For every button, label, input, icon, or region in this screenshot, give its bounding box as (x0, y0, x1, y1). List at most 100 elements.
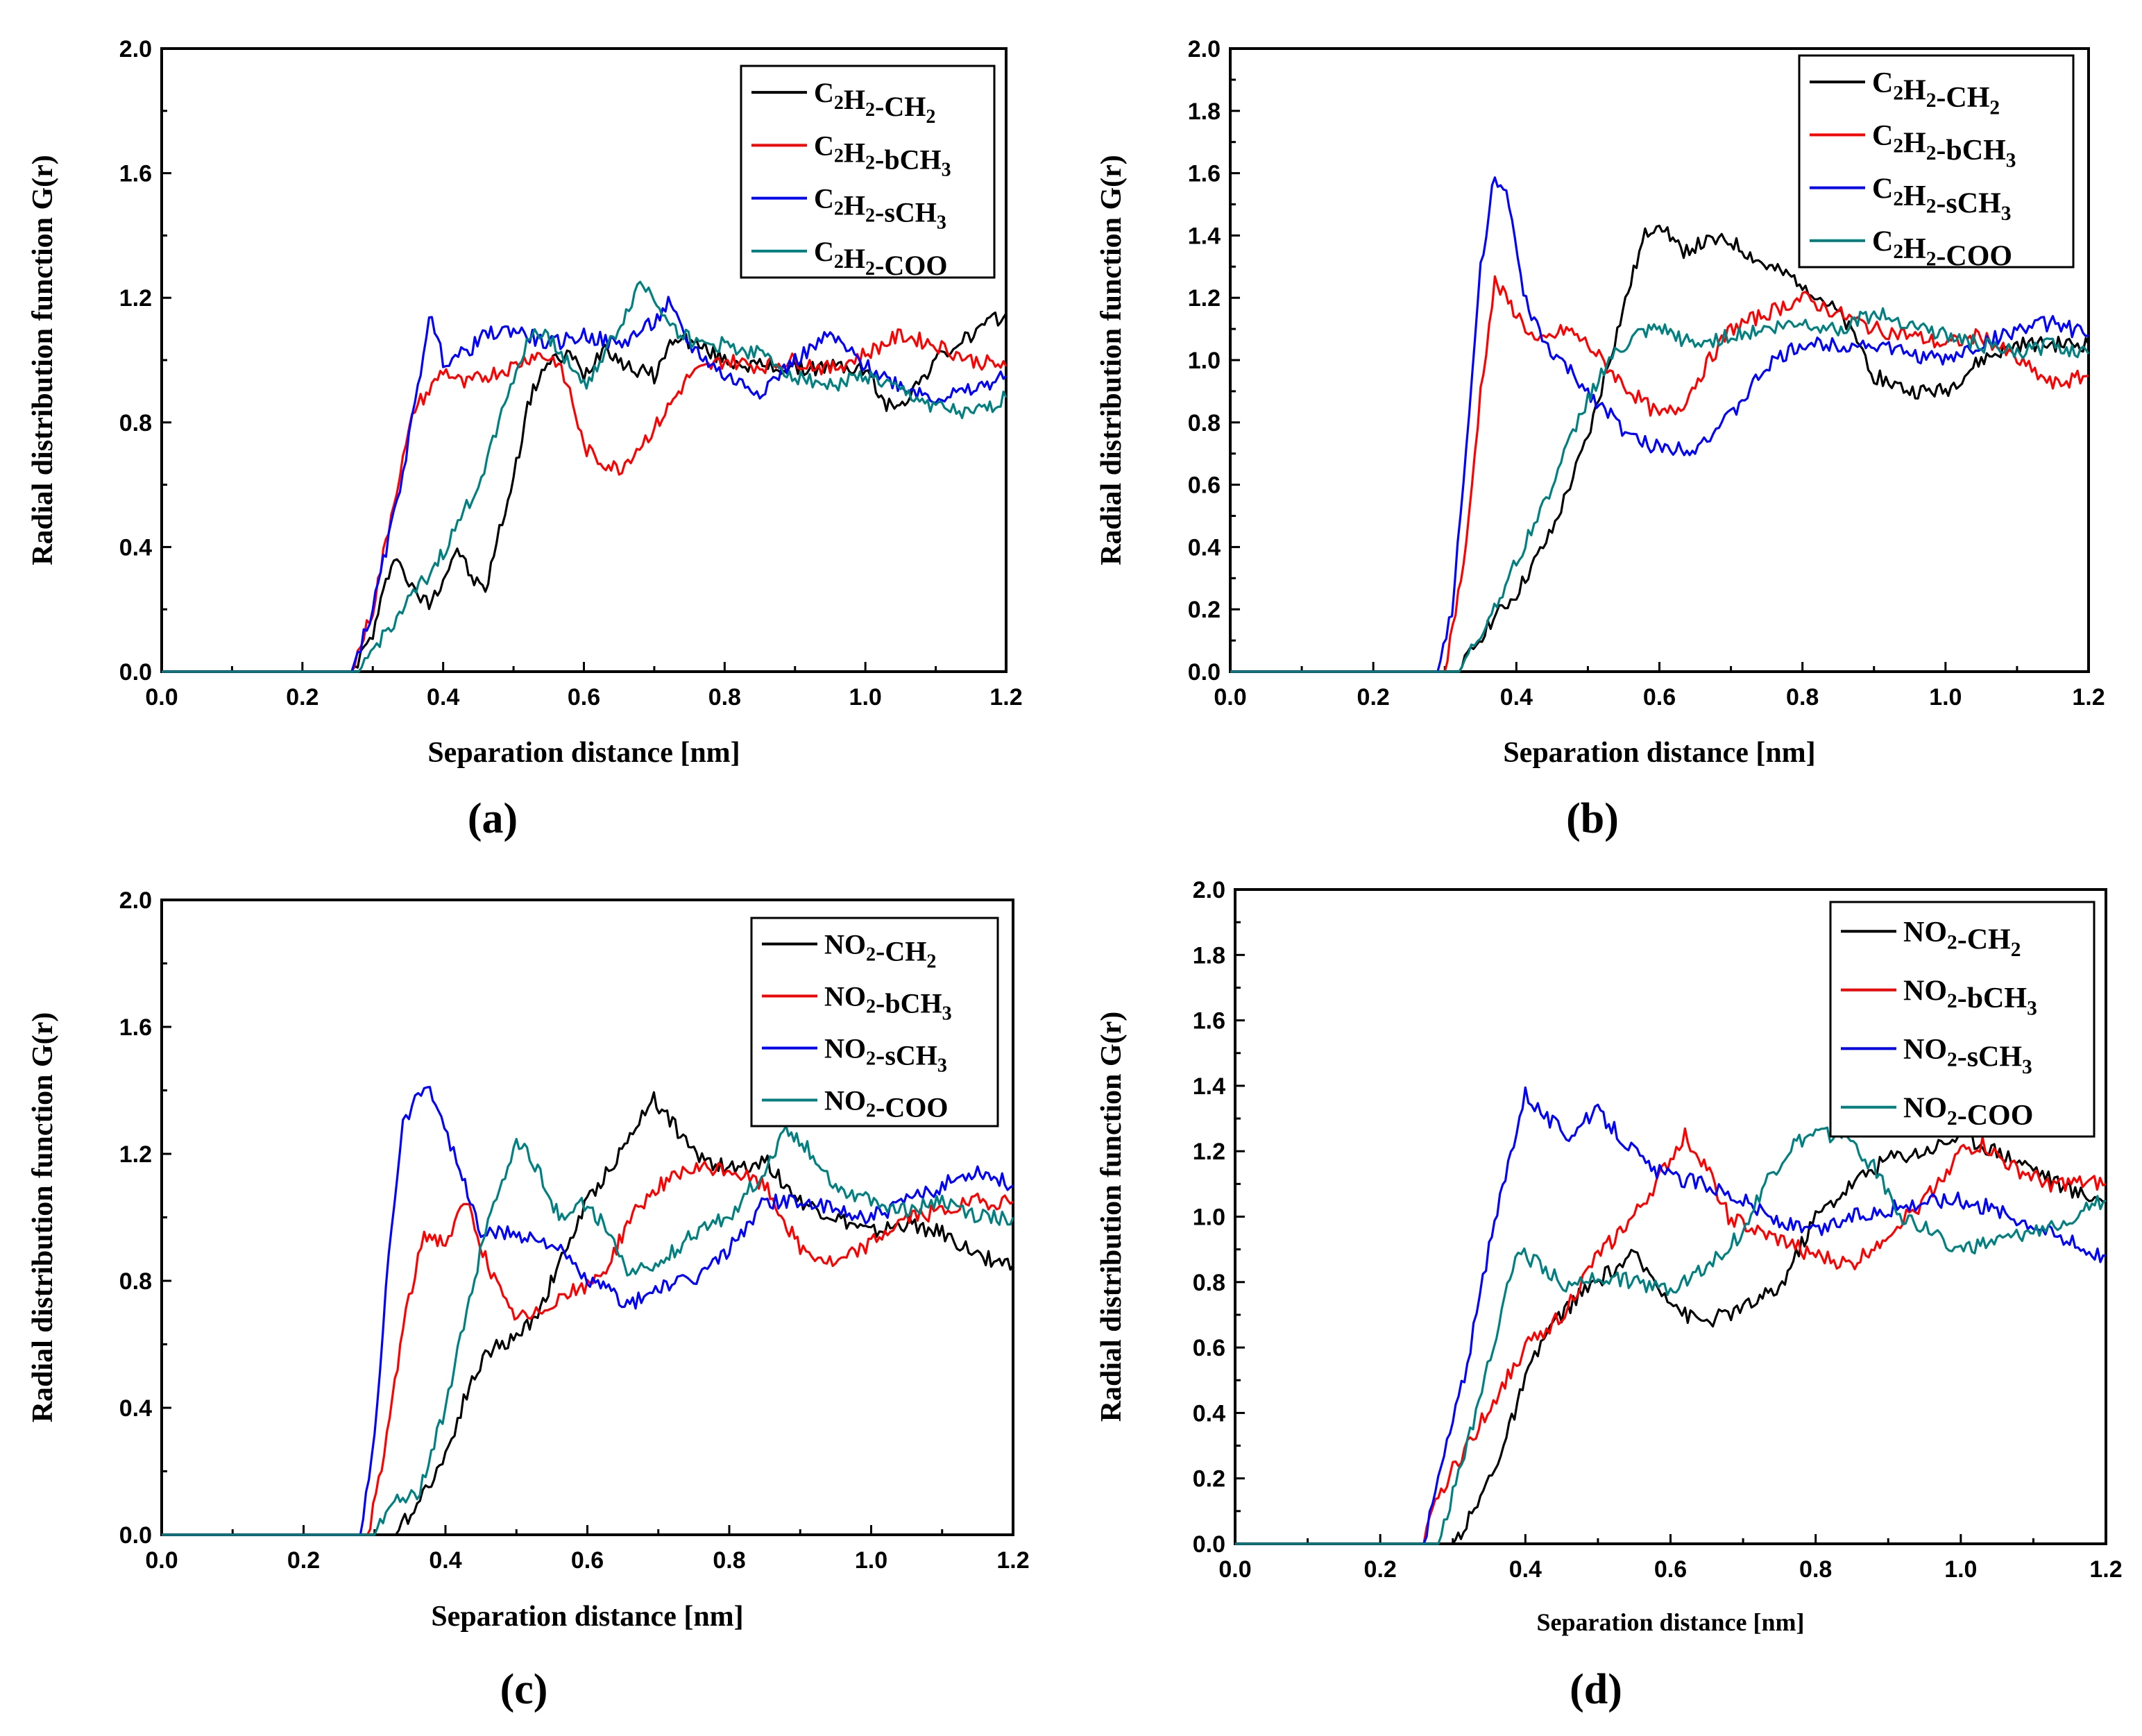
legend-entry-no2-coo: NO2-COO (1903, 1092, 2033, 1132)
y-tick-label: 0.4 (1193, 1400, 1225, 1427)
legend-entry-no2-ch2: NO2-CH2 (1903, 917, 2021, 961)
panel-label: (a) (468, 795, 518, 842)
y-axis-title: Radial distribution function G(r) (27, 1012, 59, 1423)
x-axis-title: Separation distance [nm] (431, 1601, 743, 1633)
y-tick-label: 1.8 (1188, 99, 1221, 125)
x-axis-title: Separation distance [nm] (1503, 737, 1815, 769)
series-layer (162, 280, 1008, 673)
x-tick-label: 0.4 (427, 684, 459, 710)
y-tick-label: 1.6 (1193, 1008, 1225, 1035)
y-tick-label: 0.8 (119, 1268, 152, 1295)
x-tick-label: 0.8 (713, 1547, 745, 1574)
x-tick-label: 0.6 (1643, 684, 1676, 710)
y-tick-label: 1.8 (1193, 942, 1225, 969)
y-tick-label: 1.0 (1193, 1205, 1225, 1231)
x-tick-label: 0.6 (568, 684, 600, 710)
x-tick-label: 0.2 (1357, 684, 1390, 710)
legend-entry-no2-bch3: NO2-bCH3 (1903, 975, 2037, 1019)
legend-entry-no2-bch3: NO2-bCH3 (824, 981, 952, 1025)
series-line-no2-coo (1235, 1125, 2107, 1545)
legend-entry-c2h2-sch3: C2H2-sCH3 (1872, 173, 2011, 225)
legend-entry-c2h2-sch3: C2H2-sCH3 (814, 183, 946, 234)
panel-c: 0.0 0.2 0.4 0.6 0.8 1.0 1.20.00.40.81.21.62.0 … (27, 887, 1030, 1713)
y-tick-label: 0.8 (119, 410, 152, 436)
panel-label: (c) (500, 1666, 548, 1713)
y-tick-label: 0.6 (1188, 473, 1221, 499)
x-tick-label: 0.2 (286, 684, 318, 710)
axis-ticks: 0.0 0.2 0.4 0.6 0.8 1.0 1.2 0.0 0.2 0.4 0.6 0.8 1.0 1… (1193, 877, 2123, 1583)
x-tick-label: 0.8 (1799, 1556, 1832, 1583)
y-tick-label: 0.4 (1188, 534, 1221, 561)
y-tick-label: 2.0 (119, 36, 152, 62)
y-tick-label: 0.0 (119, 659, 152, 686)
legend-entry-no2-sch3: NO2-sCH3 (1903, 1034, 2032, 1078)
x-tick-label: 1.0 (1929, 684, 1962, 710)
panel-label: (d) (1570, 1666, 1622, 1713)
x-tick-label: 0.0 (1214, 684, 1246, 710)
legend-entry-no2-sch3: NO2-sCH3 (824, 1033, 947, 1077)
x-tick-label: 1.2 (2089, 1556, 2122, 1583)
x-tick-label: 0.4 (429, 1547, 461, 1574)
x-tick-label: 0.6 (571, 1547, 604, 1574)
x-tick-label: 1.2 (989, 684, 1022, 710)
axis-ticks: 0.0 0.2 0.4 0.6 0.8 1.0 1.2 0.0 0.2 0.4 0.6 0.8 1.0 1… (1188, 36, 2105, 710)
y-tick-label: 1.2 (119, 285, 152, 312)
x-axis-title: Separation distance [nm] (427, 737, 740, 769)
y-tick-label: 0.8 (1193, 1270, 1225, 1296)
x-tick-label: 0.8 (708, 684, 741, 710)
y-tick-label: 0.0 (1193, 1531, 1225, 1558)
x-tick-label: 1.2 (2072, 684, 2105, 710)
legend-box (750, 917, 999, 1127)
x-tick-label: 0.0 (1218, 1556, 1251, 1583)
y-tick-label: 0.2 (1193, 1466, 1225, 1492)
y-tick-label: 0.6 (1193, 1335, 1225, 1361)
x-tick-label: 0.2 (1364, 1556, 1397, 1583)
y-tick-label: 2.0 (1188, 36, 1221, 62)
x-tick-label: 1.0 (855, 1547, 887, 1574)
y-tick-label: 2.0 (119, 887, 152, 914)
series-line-no2-coo (162, 1124, 1014, 1536)
y-axis-title: Radial distribution function G(r) (1096, 1012, 1128, 1422)
y-tick-label: 0.4 (119, 1395, 152, 1422)
y-tick-label: 0.8 (1188, 410, 1221, 436)
series-line-c2h2-coo (162, 280, 1008, 673)
legend-box (1829, 901, 2096, 1138)
x-tick-label: 0.0 (145, 1547, 178, 1574)
y-tick-label: 1.2 (119, 1141, 152, 1168)
panel-d: 0.0 0.2 0.4 0.6 0.8 1.0 1.2 0.0 0.2 0.4 0.6 0.8 1.0 1… (1096, 877, 2123, 1713)
y-tick-label: 1.6 (1188, 161, 1221, 187)
legend-entry-c2h2-coo: C2H2-COO (1872, 226, 2012, 273)
panel-label: (b) (1566, 795, 1619, 842)
y-tick-label: 0.0 (1188, 659, 1221, 686)
series-layer (1230, 176, 2090, 673)
y-tick-label: 1.6 (119, 1014, 152, 1041)
axis-ticks: 0.0 0.2 0.4 0.6 0.8 1.0 1.2 0.0 0.4 0.8 1.2 1.6 2.0 (119, 36, 1023, 710)
legend-entry-c2h2-ch2: C2H2-CH2 (814, 77, 935, 128)
legend-entry-no2-coo: NO2-COO (824, 1085, 948, 1123)
y-tick-label: 1.2 (1193, 1139, 1225, 1165)
y-axis-title: Radial distribution function G(r) (27, 155, 59, 565)
legend-entry-c2h2-bch3: C2H2-bCH3 (814, 130, 951, 180)
x-axis-title: Separation distance [nm] (1537, 1608, 1805, 1636)
panel-a: 0.0 0.2 0.4 0.6 0.8 1.0 1.20.00.40.81.21.62.0 … (27, 36, 1023, 842)
axis-ticks: 0.0 0.2 0.4 0.6 0.8 1.0 1.2 0.0 0.4 0.8 1.2 1.6 2.0 (119, 887, 1030, 1574)
x-tick-label: 0.4 (1509, 1556, 1542, 1583)
panel-b: 0.0 0.2 0.4 0.6 0.8 1.0 1.2 0.0 0.2 0.4 0.6 0.8 1.0 1… (1096, 36, 2105, 842)
y-tick-label: 0.4 (119, 534, 152, 561)
y-tick-label: 0.2 (1188, 597, 1221, 623)
legend-entry-c2h2-ch2: C2H2-CH2 (1872, 67, 2000, 119)
legend-entry-no2-ch2: NO2-CH2 (824, 929, 936, 973)
y-tick-label: 0.0 (119, 1522, 152, 1549)
legend-entry-c2h2-coo: C2H2-COO (814, 236, 947, 281)
x-tick-label: 0.8 (1786, 684, 1819, 710)
x-tick-label: 0.2 (287, 1547, 320, 1574)
legend-box (1798, 54, 2075, 269)
y-tick-label: 1.6 (119, 161, 152, 187)
legend: NO2-CH2 NO2-bCH3 NO2-sCH3 NO2-COO (750, 917, 999, 1127)
x-tick-label: 0.0 (145, 684, 178, 710)
y-tick-label: 1.2 (1188, 285, 1221, 312)
